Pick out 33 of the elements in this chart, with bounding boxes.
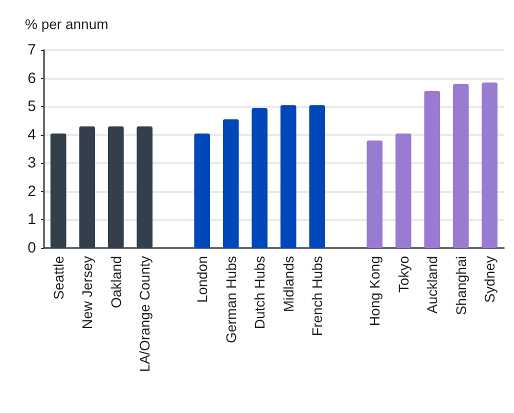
x-tick-label: LA/Orange County [136,256,153,372]
bar [452,84,469,248]
bar [194,133,210,248]
y-tick-label: 0 [28,240,36,256]
y-tick-label: 2 [28,182,36,200]
y-axis-title: % per annum [25,16,108,32]
x-tick-label: New Jersey [79,256,96,330]
x-tick-label: Hong Kong [366,256,383,326]
bar [309,105,326,248]
x-tick-label: Shanghai [452,256,469,316]
x-tick-label: Dutch Hubs [252,256,268,330]
y-tick-label: 1 [28,211,36,228]
x-tick-label: German Hubs [222,256,239,344]
x-tick-label: French Hubs [309,256,326,336]
bar [222,119,239,248]
x-tick-label: Tokyo [395,256,412,293]
y-tick-label: 7 [28,42,36,58]
x-tick-label: Seattle [50,256,66,300]
bar [366,140,383,248]
x-tick-label: Auckland [424,256,440,314]
bar [252,108,268,248]
x-tick-label: Oakland [108,256,124,308]
bar [280,105,296,248]
y-tick-label: 3 [28,154,36,172]
bar [395,133,412,248]
y-tick-label: 4 [28,126,36,144]
x-tick-label: London [194,256,210,303]
x-tick-label: Sydney [482,256,498,303]
y-tick-label: 5 [28,98,36,116]
bar [482,82,498,248]
x-tick-label: Midlands [280,256,296,312]
y-tick-label: 6 [28,70,36,87]
bar [424,91,440,248]
